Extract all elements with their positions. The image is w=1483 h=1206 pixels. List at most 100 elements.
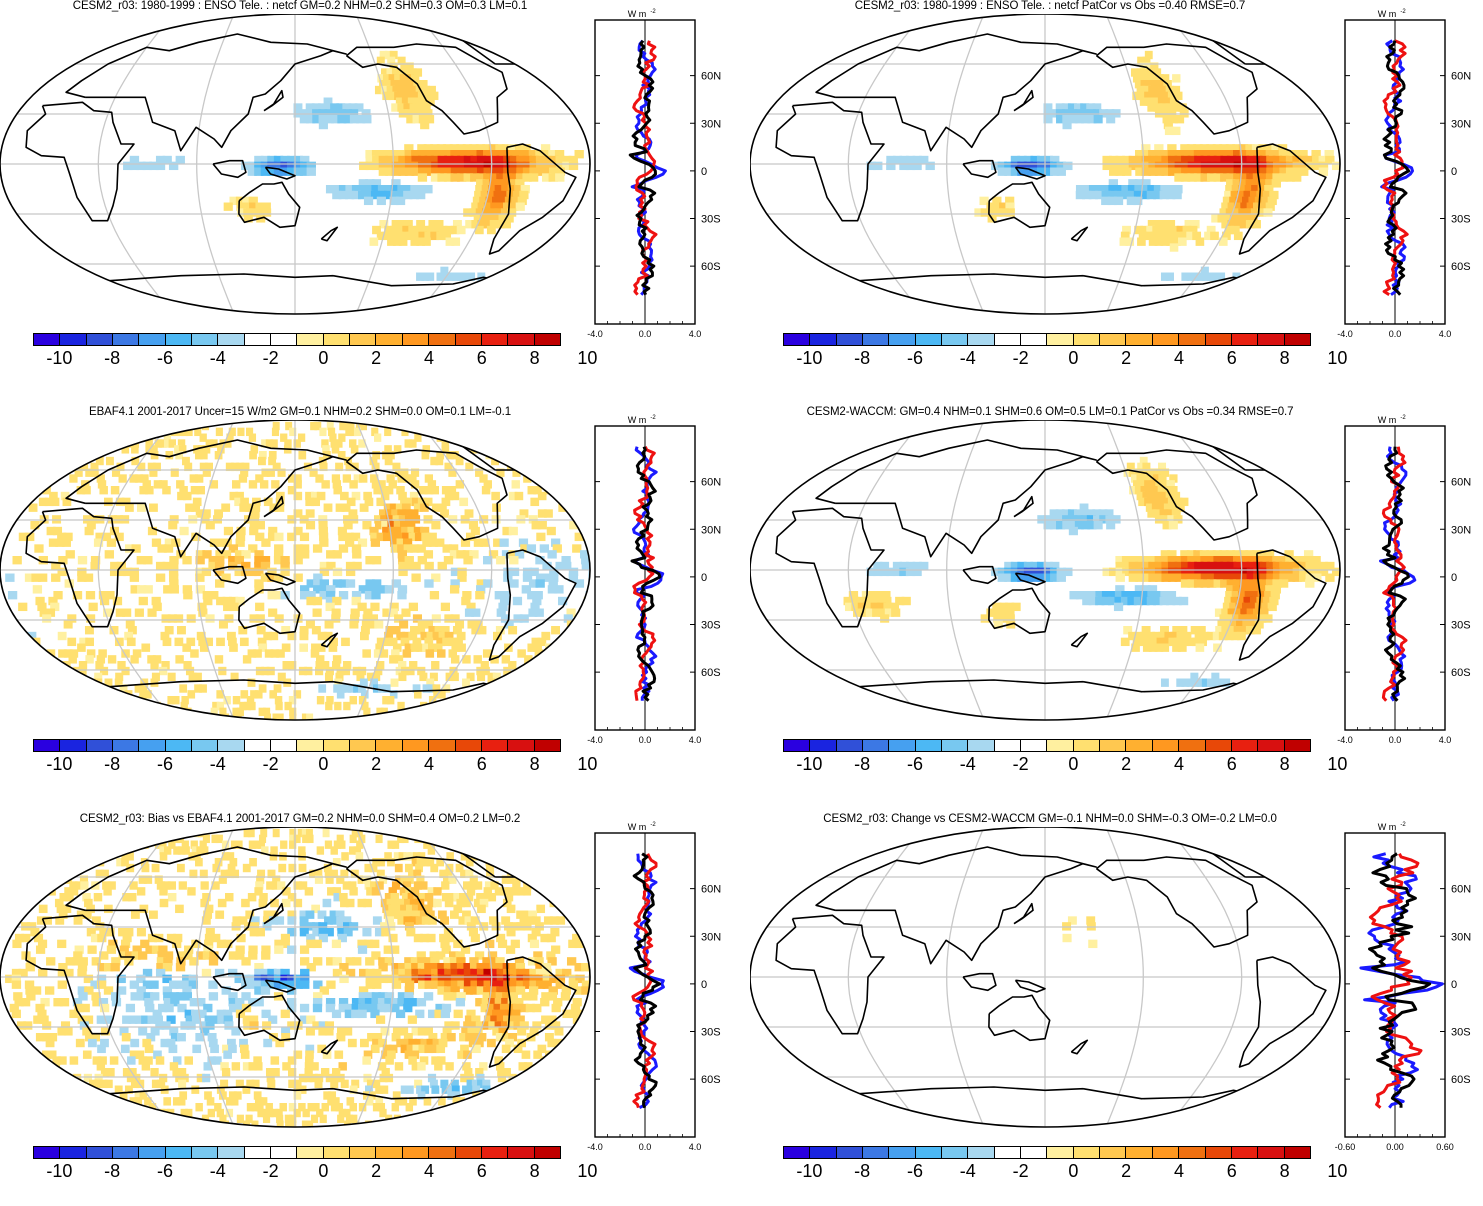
colorbar-label: 2 <box>371 348 382 368</box>
graticule <box>0 14 590 314</box>
colorbar-box <box>192 334 219 345</box>
colorbar-box <box>1126 1147 1153 1158</box>
colorbar-label: 0 <box>1068 1161 1079 1181</box>
zonal-lat-label: 30N <box>701 931 721 943</box>
zonal-curve-blue <box>1359 852 1444 1109</box>
colorbar-box <box>863 334 890 345</box>
zonal-lat-label: 0 <box>1451 166 1457 178</box>
colorbar-box <box>244 334 272 345</box>
colorbar-box <box>297 334 324 345</box>
colorbar: -10 -8 -6 -4 -2 0 2 4 6 8 10 <box>33 333 597 373</box>
colorbar-box <box>1021 1147 1048 1158</box>
zonal-unit: W m <box>1378 822 1397 832</box>
colorbar-label: -2 <box>1012 1161 1029 1181</box>
zonal-x-label: 4.0 <box>689 1142 702 1152</box>
graticule <box>0 420 590 720</box>
colorbar-label: 10 <box>577 1161 598 1181</box>
colorbar-box <box>836 334 864 345</box>
colorbar-label: -8 <box>104 1161 121 1181</box>
colorbar-label: 10 <box>1327 348 1348 368</box>
colorbar-box <box>1021 740 1048 751</box>
zonal-curve-black <box>1368 852 1432 1108</box>
colorbar-label: -6 <box>906 1161 924 1181</box>
colorbar-box <box>376 740 403 751</box>
colorbar-box <box>218 334 245 345</box>
zonal-unit-exponent: -2 <box>1400 415 1406 421</box>
colorbar-label: 8 <box>1279 754 1290 774</box>
colorbar-label: 0 <box>1068 348 1079 368</box>
zonal-lat-label: 60S <box>701 261 721 273</box>
colorbar-label: 10 <box>1327 754 1348 774</box>
map-border <box>750 827 1341 1128</box>
colorbar-box <box>1152 1147 1180 1158</box>
map-border <box>0 827 591 1128</box>
colorbar-box <box>1100 334 1127 345</box>
zonal-lat-label: 60S <box>701 667 721 679</box>
colorbar-label: 10 <box>577 348 598 368</box>
colorbar-label: -6 <box>156 754 174 774</box>
panel-1: CESM2_r03: 1980-1999 : ENSO Tele. : netc… <box>0 0 740 393</box>
colorbar-box <box>508 1147 535 1158</box>
zonal-lat-label: 0 <box>1451 979 1457 991</box>
colorbar-label: 6 <box>476 348 487 368</box>
map <box>0 827 600 1137</box>
zonal-x-label: 0.0 <box>1389 329 1402 339</box>
zonal-lat-label: 30N <box>1451 118 1471 130</box>
zonal-lat-label: 30S <box>1451 214 1471 226</box>
colorbar-box <box>429 1147 456 1158</box>
coastlines <box>25 29 577 287</box>
colorbar-box <box>810 1147 837 1158</box>
colorbar-box <box>836 1147 864 1158</box>
colorbar-box <box>271 1147 298 1158</box>
panel-title: CESM2-WACCM: GM=0.4 NHM=0.1 SHM=0.6 OM=0… <box>806 406 1294 418</box>
colorbar-box <box>1284 1147 1310 1158</box>
colorbar-label: -2 <box>262 1161 279 1181</box>
colorbar: -10 -8 -6 -4 -2 0 2 4 6 8 10 <box>783 739 1347 779</box>
colorbar-label: 6 <box>476 1161 487 1181</box>
colorbar-box <box>1100 740 1127 751</box>
panel-3: EBAF4.1 2001-2017 Uncer=15 W/m2 GM=0.1 N… <box>0 406 740 799</box>
colorbar-box <box>1205 334 1232 345</box>
colorbar-label: 4 <box>1173 754 1185 774</box>
colorbar-box <box>1047 1147 1074 1158</box>
zonal-x-label: 0.0 <box>639 329 652 339</box>
colorbar-box <box>968 334 995 345</box>
colorbar: -10 -8 -6 -4 -2 0 2 4 6 8 10 <box>33 1146 597 1186</box>
map-border <box>750 14 1341 315</box>
zonal-curve-blue <box>628 853 665 1110</box>
colorbar-box <box>784 334 811 345</box>
colorbar-box <box>1073 1147 1101 1158</box>
zonal-lat-label: 30N <box>701 524 721 536</box>
colorbar-box <box>534 740 560 751</box>
zonal-lat-label: 0 <box>701 166 707 178</box>
colorbar-label: -6 <box>156 1161 174 1181</box>
colorbar-box <box>271 740 298 751</box>
map <box>750 14 1350 324</box>
colorbar-box <box>376 334 403 345</box>
colorbar-box <box>323 740 351 751</box>
colorbar-box <box>1179 1147 1206 1158</box>
colorbar-box <box>889 740 916 751</box>
zonal-lat-label: 60S <box>701 1074 721 1086</box>
colorbar-box <box>113 334 140 345</box>
panel-title: CESM2_r03: 1980-1999 : ENSO Tele. : netc… <box>72 0 528 12</box>
colorbar-box <box>455 1147 482 1158</box>
colorbar-box <box>350 740 377 751</box>
zonal-lat-label: 30S <box>701 1027 721 1039</box>
colorbar-box <box>1152 334 1180 345</box>
colorbar: -10 -8 -6 -4 -2 0 2 4 6 8 10 <box>783 1146 1347 1186</box>
colorbar-label: 2 <box>1121 1161 1132 1181</box>
colorbar-label: -8 <box>854 348 871 368</box>
zonal-lat-label: 60S <box>1451 667 1471 679</box>
colorbar-label: 8 <box>1279 1161 1290 1181</box>
zonal-lat-label: 60N <box>701 71 721 83</box>
colorbar-box <box>297 740 324 751</box>
zonal-unit: W m <box>628 9 647 19</box>
colorbar-box <box>86 1147 114 1158</box>
colorbar-box <box>218 740 245 751</box>
colorbar-label: 6 <box>1226 348 1237 368</box>
colorbar-box <box>1258 1147 1285 1158</box>
colorbar: -10 -8 -6 -4 -2 0 2 4 6 8 10 <box>783 333 1347 373</box>
colorbar-box <box>915 1147 943 1158</box>
colorbar-label: 4 <box>423 754 435 774</box>
